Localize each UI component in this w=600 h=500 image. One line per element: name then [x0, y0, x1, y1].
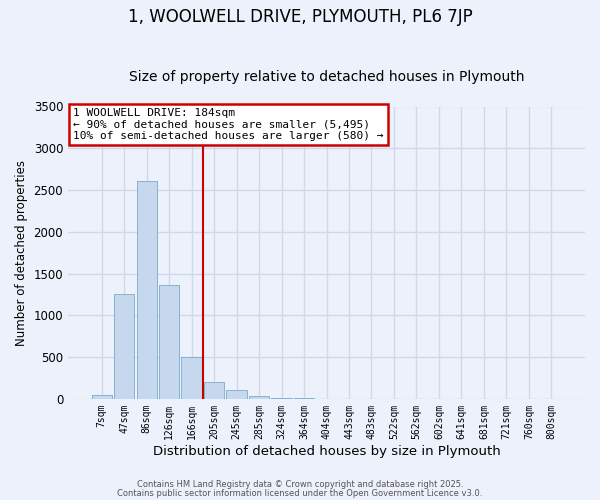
- Text: 1, WOOLWELL DRIVE, PLYMOUTH, PL6 7JP: 1, WOOLWELL DRIVE, PLYMOUTH, PL6 7JP: [128, 8, 472, 26]
- Text: Contains HM Land Registry data © Crown copyright and database right 2025.: Contains HM Land Registry data © Crown c…: [137, 480, 463, 489]
- Bar: [114, 294, 134, 399]
- Bar: [271, 398, 292, 399]
- Text: 1 WOOLWELL DRIVE: 184sqm
← 90% of detached houses are smaller (5,495)
10% of sem: 1 WOOLWELL DRIVE: 184sqm ← 90% of detach…: [73, 108, 384, 141]
- Text: Contains public sector information licensed under the Open Government Licence v3: Contains public sector information licen…: [118, 488, 482, 498]
- Bar: [92, 394, 112, 399]
- Y-axis label: Number of detached properties: Number of detached properties: [15, 160, 28, 346]
- Bar: [249, 396, 269, 399]
- Bar: [226, 390, 247, 399]
- Bar: [137, 181, 157, 399]
- X-axis label: Distribution of detached houses by size in Plymouth: Distribution of detached houses by size …: [152, 444, 500, 458]
- Title: Size of property relative to detached houses in Plymouth: Size of property relative to detached ho…: [129, 70, 524, 85]
- Bar: [159, 285, 179, 399]
- Bar: [181, 357, 202, 399]
- Bar: [204, 382, 224, 399]
